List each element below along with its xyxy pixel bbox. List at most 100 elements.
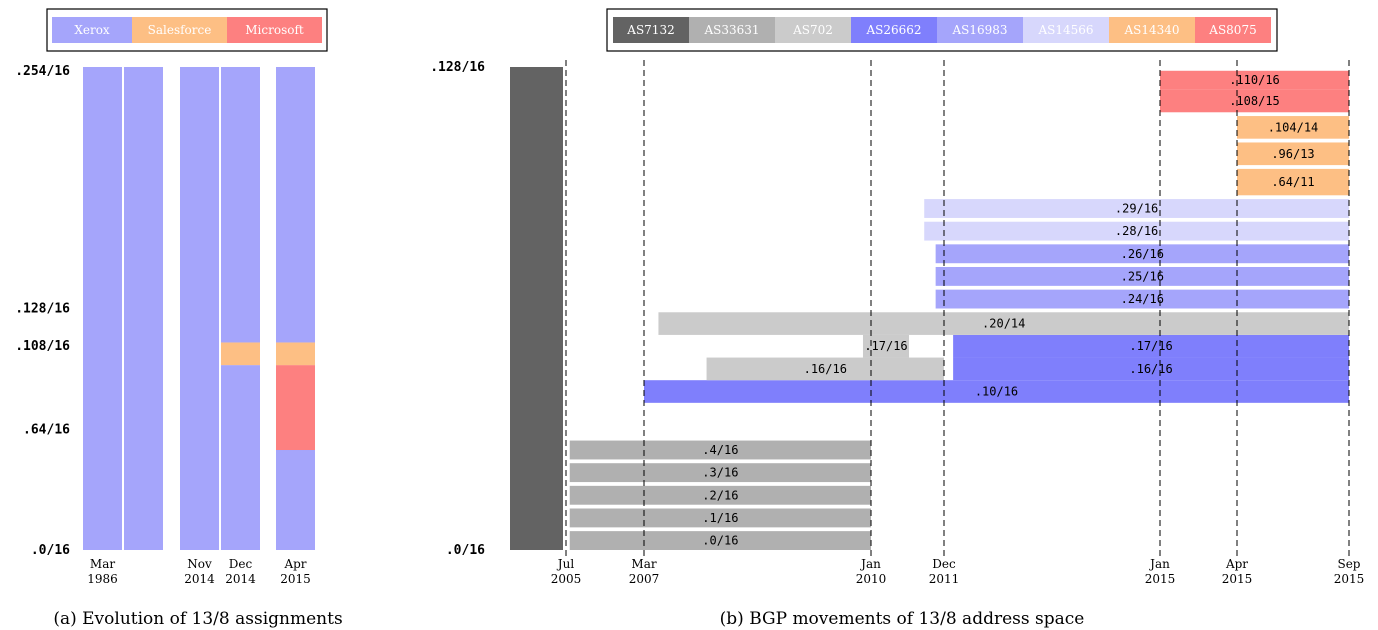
assignment-segment	[221, 342, 260, 366]
x-tick-label-a: 1986	[87, 572, 118, 586]
bar-label: .4/16	[702, 443, 738, 457]
announcement-bar	[935, 289, 1349, 309]
announcement-bar	[569, 485, 871, 505]
announcement-bar	[924, 221, 1349, 241]
bar-label: .64/11	[1271, 175, 1314, 189]
x-tick-label-b: 2015	[1334, 572, 1365, 586]
assignment-segment	[221, 365, 260, 550]
x-tick-label-a: 2015	[280, 572, 311, 586]
legend-b-swatch	[775, 17, 851, 43]
announcement-bar	[924, 199, 1349, 218]
panel-a-assignments-chart: Xerox Salesforce Microsoft .0/16 .64/16 .108/…	[15, 8, 328, 586]
announcement-bar	[569, 440, 871, 460]
legend-b-swatch	[1195, 17, 1271, 43]
bar-label: .17/16	[864, 339, 907, 353]
announcement-bar	[1160, 89, 1349, 113]
legend-b-label: AS8075	[1208, 23, 1256, 37]
announcement-bar	[862, 334, 910, 358]
assignment-segment	[276, 67, 315, 343]
announcement-bar	[569, 531, 871, 550]
legend-b-label: AS14340	[1123, 23, 1179, 37]
bar-label: .1/16	[702, 511, 738, 525]
y-tick-label-b: .128/16	[430, 60, 485, 75]
legend-b-label: AS7132	[626, 23, 674, 37]
panel-b-bgp-movements-chart: AS7132 AS33631 AS702 AS26662 AS16983 AS14566 A…	[430, 8, 1365, 586]
assignment-segment	[124, 67, 163, 550]
x-tick-label-a: Nov	[187, 557, 212, 571]
announcement-bar	[935, 244, 1349, 264]
bar-label: .25/16	[1121, 269, 1164, 283]
legend-a-swatch	[52, 17, 132, 43]
assignment-segment	[83, 67, 122, 550]
assignment-segment	[276, 365, 315, 451]
bar-label: .17/16	[1129, 339, 1172, 353]
bar-label: .16/16	[1129, 362, 1172, 376]
announcement-bar	[1237, 116, 1349, 139]
announcement-bar	[658, 312, 1349, 335]
y-tick-label-a: .0/16	[31, 543, 70, 558]
assignment-segment	[276, 342, 315, 366]
x-tick-label-b: 2007	[629, 572, 660, 586]
legend-b-swatch	[851, 17, 937, 43]
bar-label: .110/16	[1229, 73, 1280, 87]
y-tick-label-a: .108/16	[15, 339, 70, 354]
x-tick-label-a: Mar	[90, 557, 115, 571]
x-tick-label-a: Dec	[229, 557, 253, 571]
x-tick-label-b: 2015	[1222, 572, 1253, 586]
announcement-bar	[706, 357, 944, 381]
x-tick-label-b: Dec	[932, 557, 956, 571]
x-tick-label-a: Apr	[283, 557, 306, 571]
bar-label: .2/16	[702, 488, 738, 502]
x-tick-label-b: Jan	[1148, 557, 1170, 571]
x-tick-label-b: Apr	[1225, 557, 1248, 571]
announcement-bar	[953, 357, 1349, 381]
legend-b-swatch	[937, 17, 1023, 43]
bar-label: .16/16	[804, 362, 847, 376]
legend-b-swatch	[1023, 17, 1109, 43]
bar-label: .108/15	[1229, 94, 1280, 108]
x-tick-label-b: 2005	[551, 572, 582, 586]
bar-label: .104/14	[1268, 120, 1319, 134]
x-tick-label-b: Jul	[556, 557, 575, 571]
bar-label: .24/16	[1121, 292, 1164, 306]
legend-b-swatch	[689, 17, 775, 43]
bar-label: .26/16	[1121, 247, 1164, 261]
caption-b: (b) BGP movements of 13/8 address space	[720, 609, 1085, 629]
x-tick-label-b: 2015	[1145, 572, 1176, 586]
assignment-segment	[276, 450, 315, 550]
bar-label: .29/16	[1115, 202, 1158, 216]
x-tick-label-b: Sep	[1337, 557, 1360, 571]
announcement-bar	[953, 334, 1349, 358]
caption-a: (a) Evolution of 13/8 assignments	[53, 609, 342, 629]
assignment-segment	[180, 67, 219, 550]
y-tick-label-a: .254/16	[15, 64, 70, 79]
legend-a-label: Microsoft	[245, 23, 304, 37]
x-tick-label-b: 2011	[929, 572, 960, 586]
y-tick-label-a: .64/16	[23, 422, 70, 437]
announcement-bar	[569, 463, 871, 483]
announcement-bar	[935, 266, 1349, 286]
bar-label: .28/16	[1115, 224, 1158, 238]
bar-label: .20/14	[982, 317, 1025, 331]
x-tick-label-a: 2014	[184, 572, 215, 586]
as7132-block	[510, 67, 563, 550]
legend-b-label: AS14566	[1037, 23, 1093, 37]
y-tick-label-b: .0/16	[446, 543, 485, 558]
x-tick-label-a: 2014	[225, 572, 256, 586]
legend-a-swatch	[227, 17, 322, 43]
bar-label: .0/16	[702, 534, 738, 548]
legend-b-swatch	[613, 17, 689, 43]
announcement-bar	[644, 380, 1349, 403]
legend-b-label: AS26662	[865, 23, 921, 37]
announcement-bar	[1237, 168, 1349, 196]
x-tick-label-b: Jan	[859, 557, 881, 571]
legend-a-swatch	[132, 17, 227, 43]
bar-label: .96/13	[1271, 147, 1314, 161]
announcement-bar	[1237, 142, 1349, 166]
announcement-bar	[569, 508, 871, 528]
y-tick-label-a: .128/16	[15, 302, 70, 317]
x-tick-label-b: Mar	[631, 557, 656, 571]
announcement-bar	[1160, 70, 1349, 90]
legend-b-swatch	[1109, 17, 1195, 43]
